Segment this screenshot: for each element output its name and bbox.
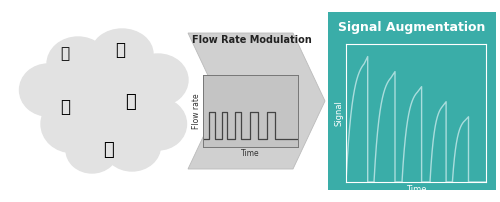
Text: 🍑: 🍑 (115, 41, 125, 59)
Ellipse shape (66, 127, 118, 173)
Text: 🍓: 🍓 (60, 98, 70, 116)
Ellipse shape (41, 96, 103, 153)
Text: 🍒: 🍒 (102, 141, 114, 159)
Ellipse shape (128, 54, 188, 106)
Polygon shape (188, 33, 325, 169)
FancyBboxPatch shape (328, 12, 496, 190)
Y-axis label: Signal: Signal (334, 100, 343, 126)
Ellipse shape (55, 56, 155, 146)
Ellipse shape (130, 98, 186, 150)
Ellipse shape (91, 29, 153, 79)
Text: 🍋: 🍋 (124, 93, 136, 111)
Text: Signal Augmentation: Signal Augmentation (338, 21, 486, 35)
Y-axis label: Flow rate: Flow rate (192, 93, 201, 129)
Ellipse shape (20, 64, 76, 116)
X-axis label: Time: Time (240, 149, 260, 158)
Ellipse shape (104, 121, 160, 171)
Text: 🪵: 🪵 (60, 46, 70, 61)
Ellipse shape (47, 37, 109, 91)
X-axis label: Time: Time (406, 185, 426, 194)
Text: Flow Rate Modulation: Flow Rate Modulation (192, 35, 312, 45)
